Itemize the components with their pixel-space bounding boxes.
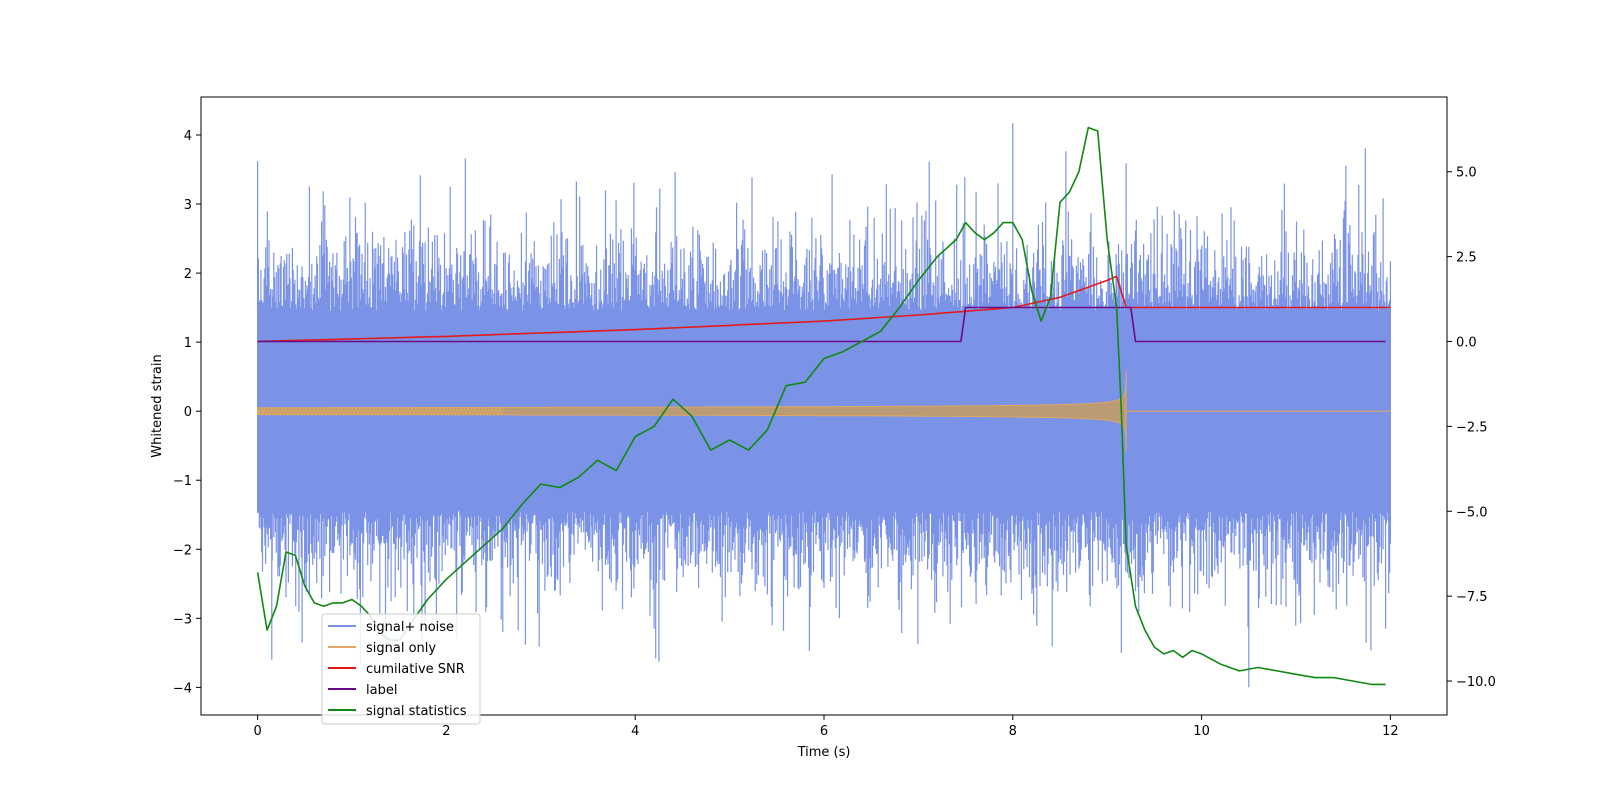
- x-tick-label: 12: [1382, 724, 1399, 739]
- y-axis-label: Whitened strain: [150, 354, 165, 457]
- legend-label-signal: signal only: [366, 641, 436, 656]
- x-axis-label: Time (s): [797, 745, 851, 760]
- y-right-tick-label: −5.0: [1456, 505, 1488, 520]
- y-left-tick-label: −1: [173, 474, 192, 489]
- legend: signal+ noise signal only cumilative SNR…: [321, 613, 481, 725]
- y-right-tick-label: −10.0: [1456, 675, 1496, 690]
- y-left-tick-label: 3: [184, 198, 192, 213]
- legend-label-label: label: [366, 683, 397, 698]
- y-right-tick-label: −2.5: [1456, 420, 1488, 435]
- axes: 0 2 4 6 8 10 12−4−3−2−101234−10.0−7.5−5.0−2.50…: [173, 129, 1496, 739]
- legend-label-noise: signal+ noise: [366, 620, 454, 635]
- y-left-tick-label: −3: [173, 612, 192, 627]
- plot-area: [256, 123, 1391, 688]
- series-signal-only: [257, 370, 1127, 452]
- x-tick-label: 10: [1193, 724, 1210, 739]
- y-left-tick-label: −2: [173, 543, 192, 558]
- legend-label-stats: signal statistics: [366, 704, 467, 719]
- y-right-tick-label: 5.0: [1456, 166, 1477, 181]
- legend-frame: [321, 613, 481, 725]
- y-left-tick-label: −4: [173, 681, 192, 696]
- y-left-tick-label: 4: [184, 129, 192, 144]
- y-left-tick-label: 1: [184, 336, 192, 351]
- y-left-tick-label: 0: [184, 405, 192, 420]
- x-tick-label: 2: [442, 724, 450, 739]
- y-right-tick-label: 2.5: [1456, 251, 1477, 266]
- y-right-tick-label: −7.5: [1456, 590, 1488, 605]
- x-tick-label: 0: [253, 724, 261, 739]
- legend-label-snr: cumilative SNR: [366, 662, 465, 677]
- series-signal-only-oscillation: [257, 407, 504, 417]
- y-left-tick-label: 2: [184, 267, 192, 282]
- x-tick-label: 6: [820, 724, 828, 739]
- y-right-tick-label: 0.0: [1456, 335, 1477, 350]
- series-label: [257, 306, 1386, 343]
- x-tick-label: 4: [631, 724, 639, 739]
- x-tick-label: 8: [1009, 724, 1017, 739]
